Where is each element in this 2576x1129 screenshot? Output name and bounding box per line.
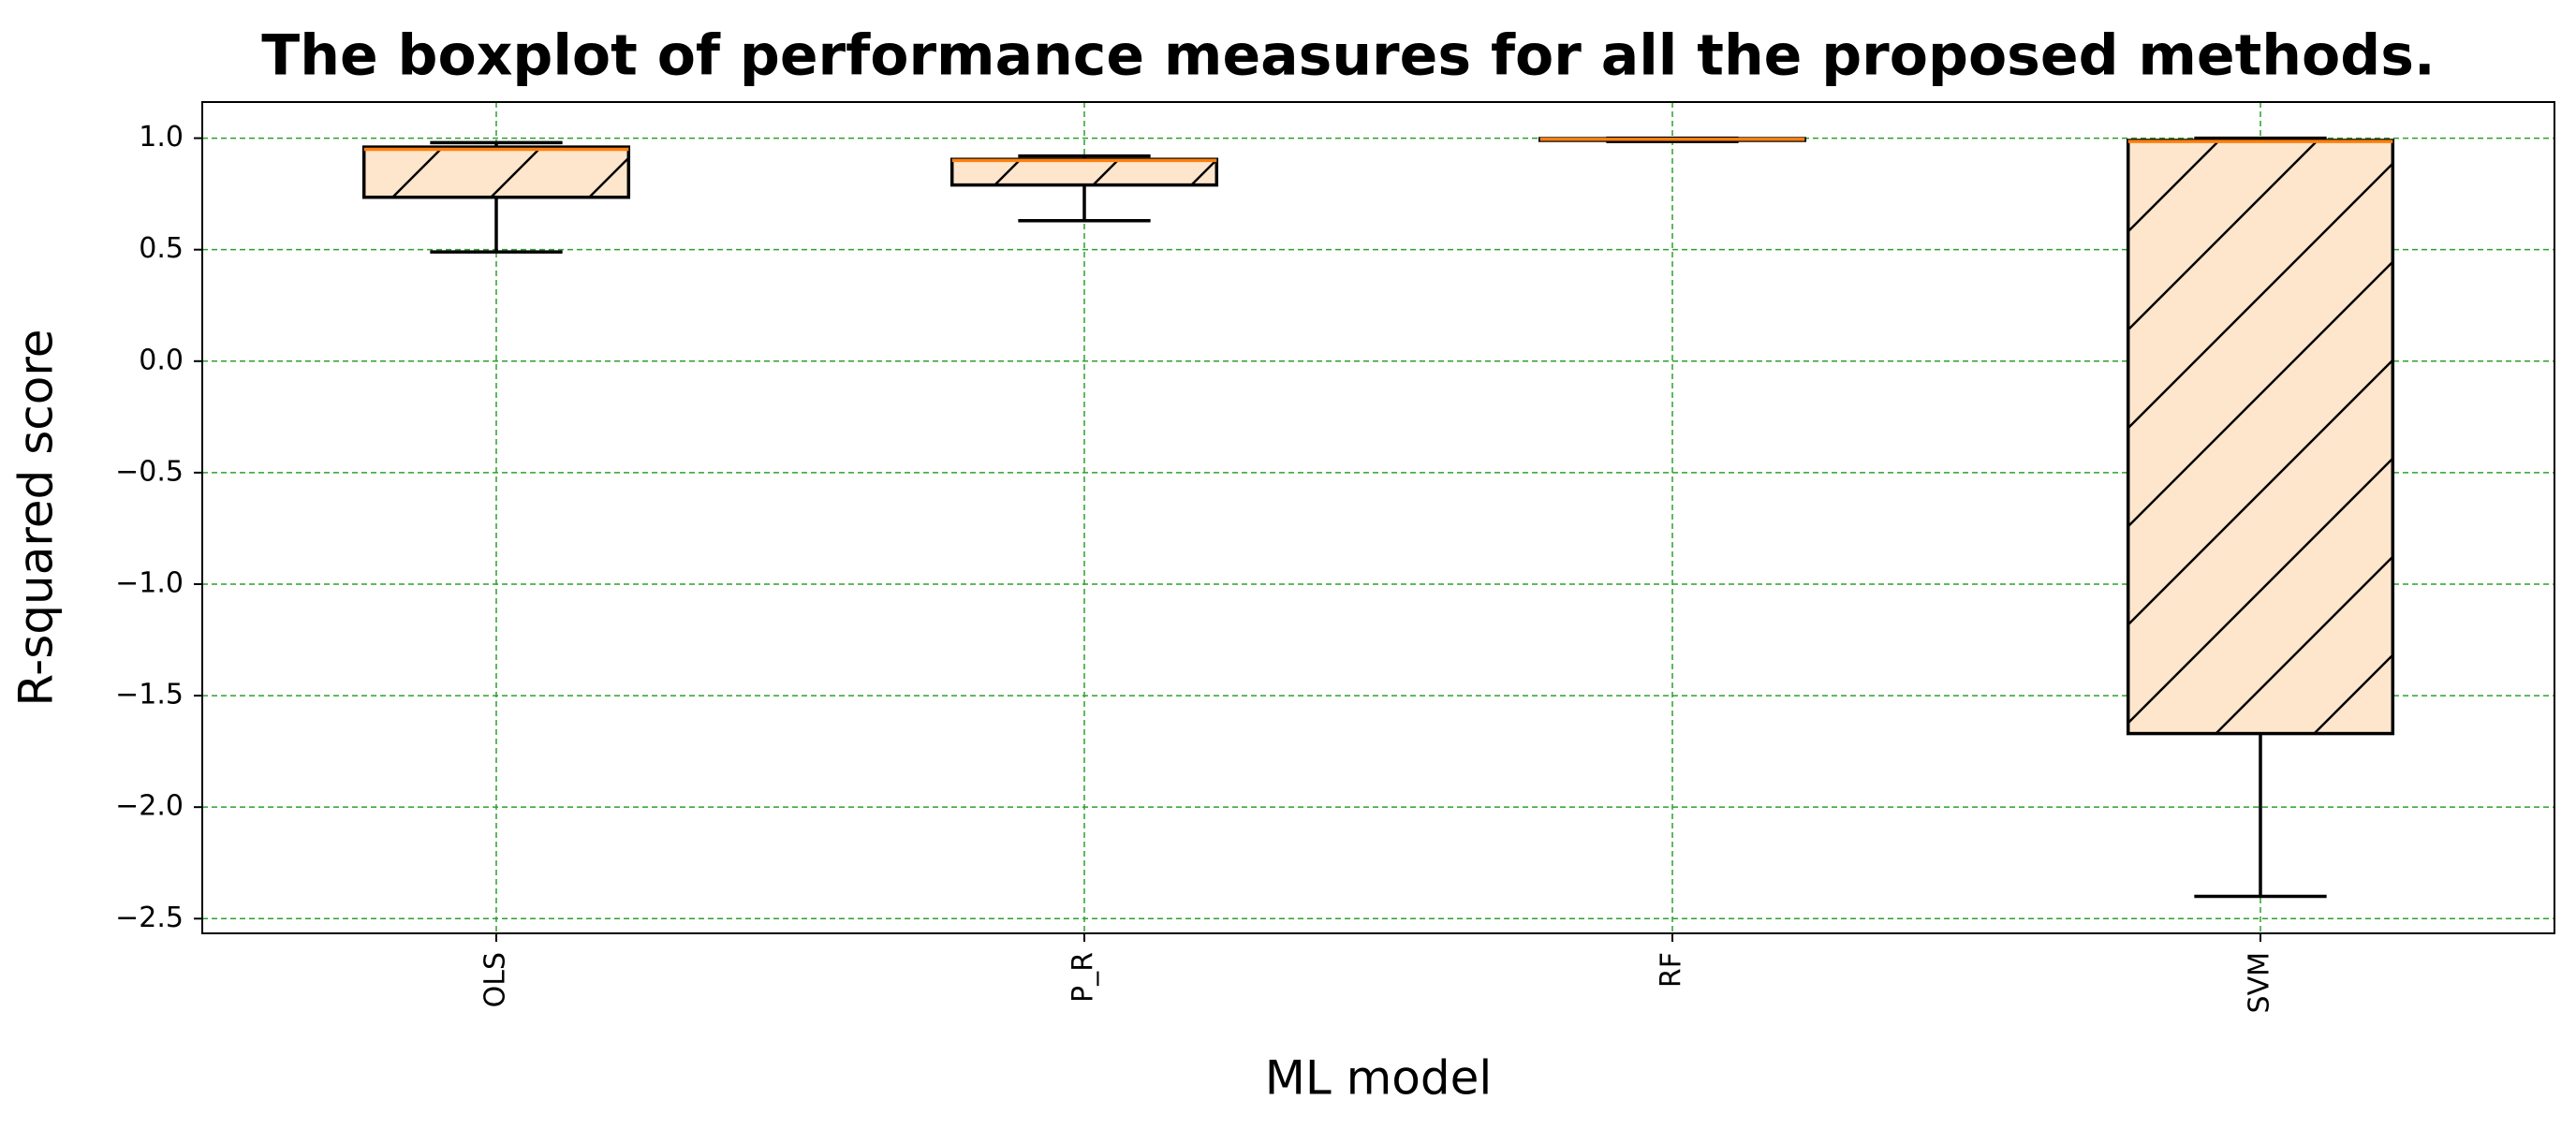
x-tick-label: OLS — [479, 952, 512, 1007]
y-tick-label: −2.0 — [115, 790, 184, 823]
box-hatch — [949, 157, 1219, 187]
y-tick-label: 0.5 — [139, 232, 184, 265]
y-tick-label: 0.0 — [139, 344, 184, 376]
y-tick-label: −1.0 — [115, 566, 184, 599]
box-hatch — [2126, 139, 2395, 736]
plot-frame — [201, 101, 2555, 934]
x-tick-label: SVM — [2244, 952, 2276, 1013]
x-tick-label: P_R — [1067, 952, 1100, 1003]
x-axis-label: ML model — [1265, 1051, 1493, 1106]
box-hatch — [361, 145, 631, 199]
chart-title: The boxplot of performance measures for … — [261, 23, 2435, 89]
y-tick-label: −0.5 — [115, 455, 184, 488]
y-tick-label: −2.5 — [115, 902, 184, 934]
y-axis-label: R-squared score — [9, 329, 64, 706]
y-tick-label: 1.0 — [139, 121, 184, 154]
x-tick-label: RF — [1656, 952, 1688, 988]
y-tick-label: −1.5 — [115, 679, 184, 711]
